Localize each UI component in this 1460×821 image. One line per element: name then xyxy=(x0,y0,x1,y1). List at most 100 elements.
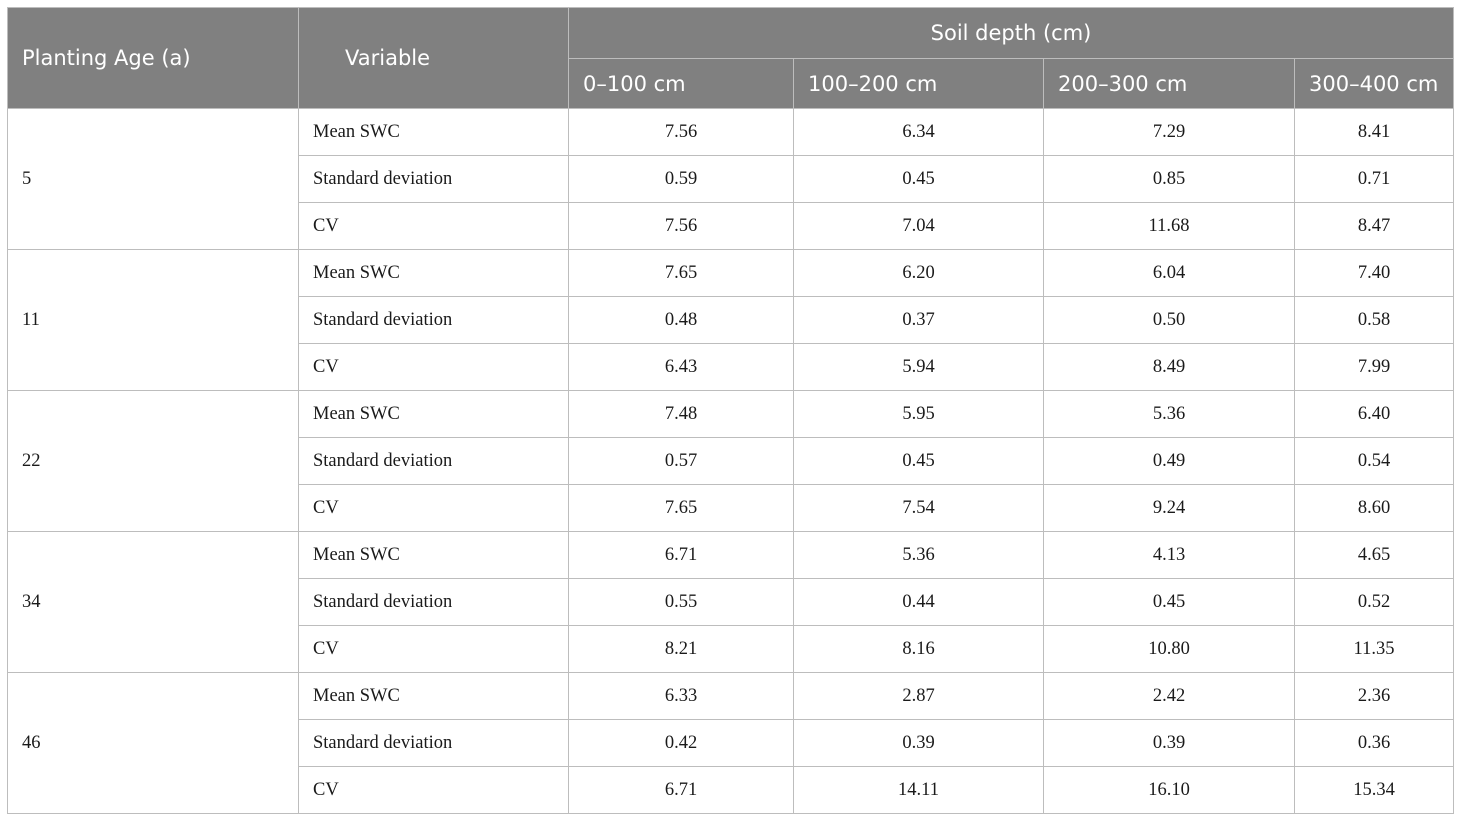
value-cell: 0.50 xyxy=(1043,296,1295,344)
planting-age-cell: 11 xyxy=(7,249,299,391)
value-cell: 0.45 xyxy=(1043,578,1295,626)
depth-header-100-200: 100–200 cm xyxy=(793,58,1044,109)
variable-cell: CV xyxy=(298,484,569,532)
value-cell: 10.80 xyxy=(1043,625,1295,673)
value-cell: 6.04 xyxy=(1043,249,1295,297)
value-cell: 0.49 xyxy=(1043,437,1295,485)
variable-cell: Standard deviation xyxy=(298,155,569,203)
depth-header-200-300: 200–300 cm xyxy=(1043,58,1295,109)
table-row: 22 Mean SWC 7.48 5.95 5.36 6.40 xyxy=(7,390,1455,532)
value-cell: 7.56 xyxy=(568,108,794,156)
value-cell: 8.49 xyxy=(1043,343,1295,391)
depth-header-0-100: 0–100 cm xyxy=(568,58,794,109)
value-cell: 0.37 xyxy=(793,296,1044,344)
value-cell: 11.68 xyxy=(1043,202,1295,250)
value-cell: 0.45 xyxy=(793,155,1044,203)
value-cell: 2.36 xyxy=(1293,672,1455,720)
value-cell: 2.42 xyxy=(1043,672,1295,720)
variable-cell: Mean SWC xyxy=(298,531,569,579)
table-row: CV 8.21 8.16 10.80 11.35 xyxy=(8,625,1455,673)
variable-cell: Mean SWC xyxy=(298,672,569,720)
planting-age-cell: 34 xyxy=(7,531,299,673)
value-cell: 5.36 xyxy=(793,531,1044,579)
table-row: 34 Mean SWC 6.71 5.36 4.13 4.65 xyxy=(7,531,1455,673)
header-row-top: Planting Age (a) Variable Soil depth (cm… xyxy=(7,7,1455,109)
table-row: 5 Mean SWC 7.56 6.34 7.29 8.41 xyxy=(7,108,1455,250)
value-cell: 7.99 xyxy=(1293,343,1455,391)
table-row: Standard deviation 0.55 0.44 0.45 0.52 xyxy=(8,578,1455,626)
variable-cell: CV xyxy=(298,202,569,250)
table-row: 46 Mean SWC 6.33 2.87 2.42 2.36 xyxy=(7,672,1455,814)
value-cell: 0.44 xyxy=(793,578,1044,626)
value-cell: 6.33 xyxy=(568,672,794,720)
value-cell: 9.24 xyxy=(1043,484,1295,532)
value-cell: 6.43 xyxy=(568,343,794,391)
table-row: Standard deviation 0.57 0.45 0.49 0.54 xyxy=(8,437,1455,485)
variable-cell: Mean SWC xyxy=(298,108,569,156)
value-cell: 0.57 xyxy=(568,437,794,485)
value-cell: 0.54 xyxy=(1293,437,1455,485)
value-cell: 7.48 xyxy=(568,390,794,438)
value-cell: 8.47 xyxy=(1293,202,1455,250)
value-cell: 11.35 xyxy=(1293,625,1455,673)
value-cell: 0.58 xyxy=(1293,296,1455,344)
value-cell: 5.36 xyxy=(1043,390,1295,438)
variable-cell: CV xyxy=(298,625,569,673)
table-row: CV 6.71 14.11 16.10 15.34 xyxy=(8,766,1455,814)
value-cell: 0.59 xyxy=(568,155,794,203)
value-cell: 4.13 xyxy=(1043,531,1295,579)
value-cell: 0.39 xyxy=(1043,719,1295,767)
value-cell: 0.85 xyxy=(1043,155,1295,203)
table-row: Standard deviation 0.42 0.39 0.39 0.36 xyxy=(8,719,1455,767)
value-cell: 8.41 xyxy=(1293,108,1455,156)
value-cell: 8.21 xyxy=(568,625,794,673)
value-cell: 4.65 xyxy=(1293,531,1455,579)
depth-header-300-400: 300–400 cm xyxy=(1293,58,1455,109)
soil-depth-header: Soil depth (cm) xyxy=(567,7,1455,59)
value-cell: 7.40 xyxy=(1293,249,1455,297)
variable-cell: Standard deviation xyxy=(298,578,569,626)
value-cell: 15.34 xyxy=(1293,766,1455,814)
variable-header: Variable xyxy=(298,7,569,109)
variable-cell: Standard deviation xyxy=(298,296,569,344)
variable-cell: CV xyxy=(298,766,569,814)
value-cell: 6.20 xyxy=(793,249,1044,297)
value-cell: 0.52 xyxy=(1293,578,1455,626)
table-row: Standard deviation 0.48 0.37 0.50 0.58 xyxy=(8,296,1455,344)
value-cell: 8.16 xyxy=(793,625,1044,673)
planting-age-cell: 5 xyxy=(7,108,299,250)
planting-age-cell: 22 xyxy=(7,390,299,532)
value-cell: 5.95 xyxy=(793,390,1044,438)
value-cell: 14.11 xyxy=(793,766,1044,814)
table-row: CV 6.43 5.94 8.49 7.99 xyxy=(8,343,1455,391)
planting-age-header: Planting Age (a) xyxy=(7,7,299,109)
value-cell: 6.71 xyxy=(568,531,794,579)
table-header: Planting Age (a) Variable Soil depth (cm… xyxy=(7,7,1455,109)
value-cell: 0.55 xyxy=(568,578,794,626)
value-cell: 0.36 xyxy=(1293,719,1455,767)
value-cell: 6.34 xyxy=(793,108,1044,156)
value-cell: 7.56 xyxy=(568,202,794,250)
table-row: CV 7.56 7.04 11.68 8.47 xyxy=(8,202,1455,250)
variable-cell: Standard deviation xyxy=(298,719,569,767)
value-cell: 0.71 xyxy=(1293,155,1455,203)
value-cell: 6.40 xyxy=(1293,390,1455,438)
value-cell: 7.29 xyxy=(1043,108,1295,156)
value-cell: 7.65 xyxy=(568,249,794,297)
value-cell: 0.45 xyxy=(793,437,1044,485)
value-cell: 5.94 xyxy=(793,343,1044,391)
value-cell: 0.39 xyxy=(793,719,1044,767)
variable-cell: CV xyxy=(298,343,569,391)
variable-cell: Standard deviation xyxy=(298,437,569,485)
variable-cell: Mean SWC xyxy=(298,249,569,297)
planting-age-cell: 46 xyxy=(7,672,299,814)
header-row-depths: 0–100 cm 100–200 cm 200–300 cm 300–400 c… xyxy=(8,58,1455,109)
value-cell: 2.87 xyxy=(793,672,1044,720)
value-cell: 6.71 xyxy=(568,766,794,814)
value-cell: 7.54 xyxy=(793,484,1044,532)
table-row: Standard deviation 0.59 0.45 0.85 0.71 xyxy=(8,155,1455,203)
variable-cell: Mean SWC xyxy=(298,390,569,438)
value-cell: 7.04 xyxy=(793,202,1044,250)
table-row: CV 7.65 7.54 9.24 8.60 xyxy=(8,484,1455,532)
value-cell: 16.10 xyxy=(1043,766,1295,814)
